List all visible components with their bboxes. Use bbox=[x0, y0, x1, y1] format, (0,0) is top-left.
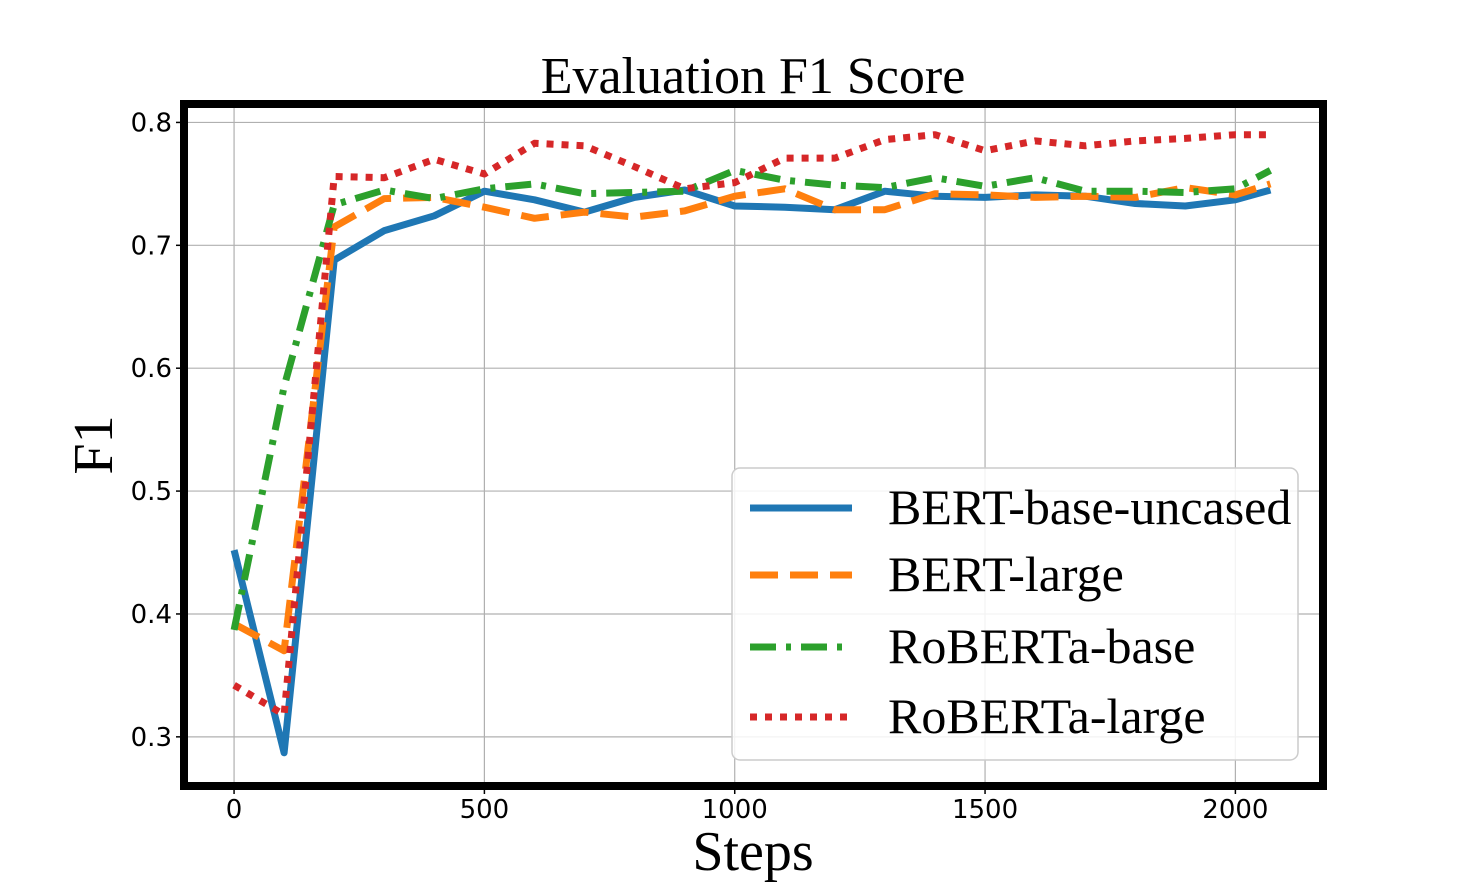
series-line-bert-base-uncased bbox=[230, 186, 1272, 757]
y-axis-label: F1 bbox=[63, 415, 125, 474]
legend-label: BERT-base-uncased bbox=[888, 479, 1291, 535]
series-line-bert-large bbox=[232, 180, 1272, 655]
x-tick-label: 1500 bbox=[952, 795, 1018, 825]
x-axis-ticks: 0 500 1000 1500 2000 bbox=[226, 786, 1268, 825]
series-line-roberta-base bbox=[230, 166, 1273, 631]
x-tick-label: 500 bbox=[460, 795, 510, 825]
legend-box bbox=[731, 467, 1299, 761]
y-tick-label: 0.6 bbox=[131, 354, 172, 384]
plot-frame bbox=[180, 100, 1327, 790]
x-tick-label: 2000 bbox=[1202, 795, 1268, 825]
series-line-roberta-large bbox=[232, 131, 1271, 719]
x-tick-label: 1000 bbox=[702, 795, 768, 825]
y-axis-ticks: 0.3 0.4 0.5 0.6 0.7 0.8 bbox=[131, 108, 184, 753]
y-tick-label: 0.7 bbox=[131, 231, 172, 261]
chart-title: Evaluation F1 Score bbox=[541, 48, 966, 105]
y-tick-label: 0.5 bbox=[131, 477, 172, 507]
legend: BERT-base-uncased BERT-large RoBERTa-base R… bbox=[731, 467, 1299, 761]
x-tick-label: 0 bbox=[226, 795, 243, 825]
legend-label: RoBERTa-base bbox=[888, 618, 1195, 674]
legend-label: BERT-large bbox=[888, 546, 1124, 602]
y-tick-label: 0.4 bbox=[131, 600, 172, 630]
y-tick-label: 0.8 bbox=[131, 108, 172, 138]
legend-label: RoBERTa-large bbox=[888, 688, 1206, 744]
y-tick-label: 0.3 bbox=[131, 723, 172, 753]
x-axis-label: Steps bbox=[692, 821, 813, 883]
series-lines bbox=[230, 131, 1273, 757]
